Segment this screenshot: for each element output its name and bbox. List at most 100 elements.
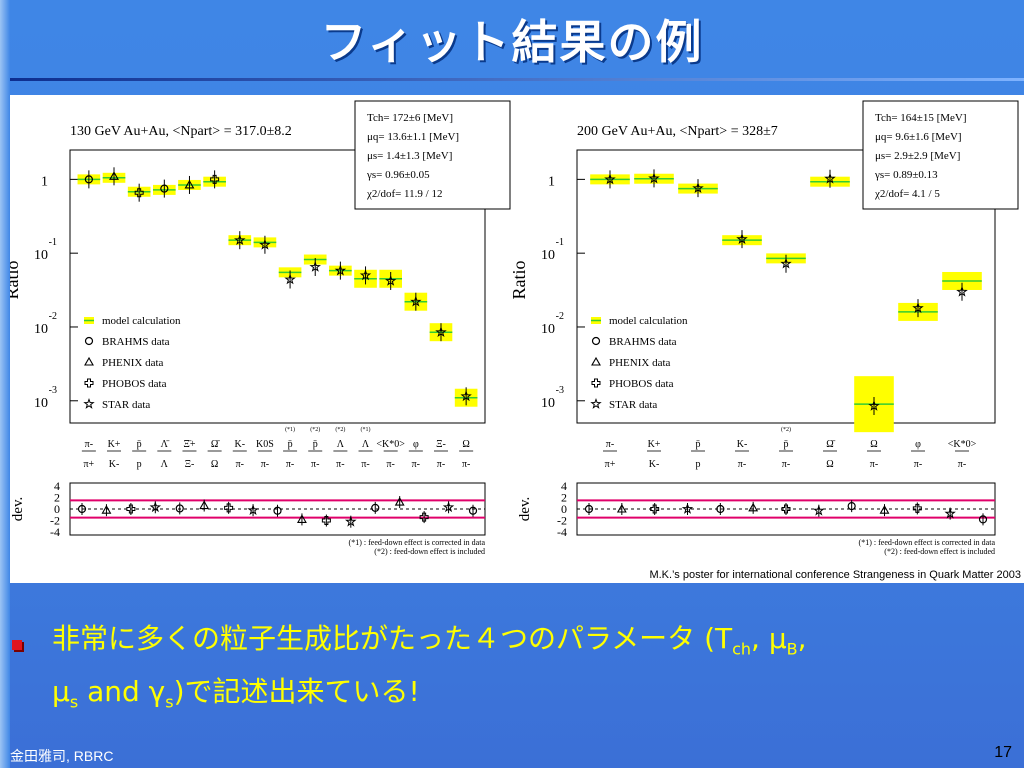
data-point <box>359 269 372 281</box>
dev-tick-label: -2 <box>557 514 567 528</box>
category-footnote-mark: (*1) <box>285 426 295 433</box>
category-footnote-mark: (*2) <box>335 426 345 433</box>
legend-label: PHENIX data <box>609 357 671 369</box>
category-numerator: Ω <box>870 439 877 450</box>
category-numerator: φ <box>413 439 419 450</box>
category-denominator: π- <box>412 459 420 470</box>
category-numerator: Ω̄ <box>826 439 835 450</box>
category-denominator: π- <box>311 459 319 470</box>
dev-point <box>419 512 429 522</box>
category-numerator: p̄ <box>137 439 142 450</box>
y-tick-exponent: -3 <box>556 385 564 396</box>
footnote: (*2) : feed-down effect is included <box>884 547 995 556</box>
dev-point <box>879 505 890 514</box>
category-numerator: Ω̄ <box>211 439 220 450</box>
dev-point <box>616 503 627 513</box>
dev-tick-label: -4 <box>557 525 567 539</box>
dev-tick-label: 2 <box>54 490 60 504</box>
category-denominator: π- <box>870 459 878 470</box>
dev-point <box>175 504 184 513</box>
fit-params-box <box>862 100 1019 210</box>
figure-svg: 130 GeV Au+Au, <Npart> = 317.0±8.2 Ratio 1… <box>2 100 1019 556</box>
legend-label: BRAHMS data <box>102 336 170 348</box>
legend-marker-triangle <box>84 356 94 366</box>
legend-label: PHENIX data <box>102 357 164 369</box>
dev-point <box>321 516 331 526</box>
dev-tick-label: 4 <box>54 479 60 493</box>
category-denominator: π- <box>261 459 269 470</box>
dev-tick-label: -4 <box>50 525 60 539</box>
left-accent-bar <box>0 0 10 768</box>
dev-point <box>944 507 956 519</box>
slide-title: フィット結果の例 <box>320 15 704 69</box>
fit-param-line: Tch= 164±15 [MeV] <box>875 112 967 124</box>
dev-point <box>273 506 282 515</box>
bullet-sub-b: B <box>786 639 798 659</box>
category-numerator: Ω <box>462 439 469 450</box>
category-denominator: π- <box>286 459 294 470</box>
category-denominator: π- <box>361 459 369 470</box>
legend-label: PHOBOS data <box>609 378 674 390</box>
fit-param-line: γs= 0.89±0.13 <box>874 169 938 181</box>
legend-marker-star <box>83 398 95 409</box>
dev-axis-label: dev. <box>517 497 533 521</box>
bullet-sub-s: s <box>69 692 79 712</box>
category-denominator: Ω <box>211 459 218 470</box>
category-denominator: Ξ- <box>185 459 195 470</box>
legend-label: model calculation <box>609 315 688 327</box>
legend-marker-star <box>590 398 602 409</box>
bullet-text: 非常に多くの粒子生成比がたった４つのパラメータ (Tch, μB, μs and … <box>52 618 1012 723</box>
dev-point <box>199 500 210 510</box>
category-denominator: K- <box>649 459 660 470</box>
dev-tick-label: 2 <box>561 490 567 504</box>
data-point <box>648 172 660 184</box>
y-tick-label: 10 <box>541 248 555 263</box>
category-denominator: π- <box>336 459 344 470</box>
category-footnote-mark: (*2) <box>310 426 320 433</box>
dev-point <box>781 504 791 514</box>
data-point <box>956 285 968 297</box>
y-tick-label: 1 <box>548 174 555 189</box>
plot-frame <box>69 149 486 424</box>
category-numerator: Λ̄ <box>161 439 170 450</box>
y-tick-exponent: -1 <box>556 237 564 248</box>
fit-param-line: Tch= 172±6 [MeV] <box>367 112 453 124</box>
category-numerator: K- <box>737 439 748 450</box>
dev-point <box>345 515 357 527</box>
category-denominator: π+ <box>605 459 616 470</box>
category-numerator: p̄ <box>313 439 318 450</box>
figure-caption: M.K.’s poster for international conferen… <box>649 569 1021 581</box>
data-point <box>912 302 924 314</box>
category-denominator: π- <box>462 459 470 470</box>
data-point <box>334 264 347 276</box>
data-point <box>210 174 220 184</box>
dev-point <box>126 504 136 514</box>
data-point <box>604 173 616 185</box>
category-footnote-mark: (*1) <box>361 426 371 433</box>
data-point <box>780 257 792 269</box>
category-numerator: φ <box>915 439 921 450</box>
dev-point <box>247 504 259 516</box>
category-numerator: p̄ <box>784 439 789 450</box>
legend-marker-cross <box>84 378 94 388</box>
y-tick-label: 10 <box>541 322 555 337</box>
data-point <box>410 295 422 307</box>
category-denominator: π- <box>236 459 244 470</box>
category-denominator: π- <box>958 459 966 470</box>
y-axis-label: Ratio <box>509 261 529 300</box>
data-point <box>234 234 246 246</box>
dev-point <box>912 503 922 513</box>
dev-tick-label: -2 <box>50 514 60 528</box>
figure-panel: 130 GeV Au+Au, <Npart> = 317.0±8.2 Ratio 1… <box>2 95 1024 583</box>
bullet-sub-s2: s <box>165 692 174 712</box>
bullet-icon <box>12 640 22 650</box>
data-point <box>736 233 748 245</box>
y-tick-label: 10 <box>541 396 555 411</box>
dev-point <box>847 502 856 511</box>
bullet-text-end: )で記述出来ている! <box>173 674 420 708</box>
data-point <box>435 326 447 338</box>
dev-point <box>296 514 307 523</box>
dev-point <box>650 504 660 514</box>
y-tick-label: 10 <box>34 322 48 337</box>
fit-param-line: χ2/dof= 4.1 / 5 <box>874 188 940 200</box>
